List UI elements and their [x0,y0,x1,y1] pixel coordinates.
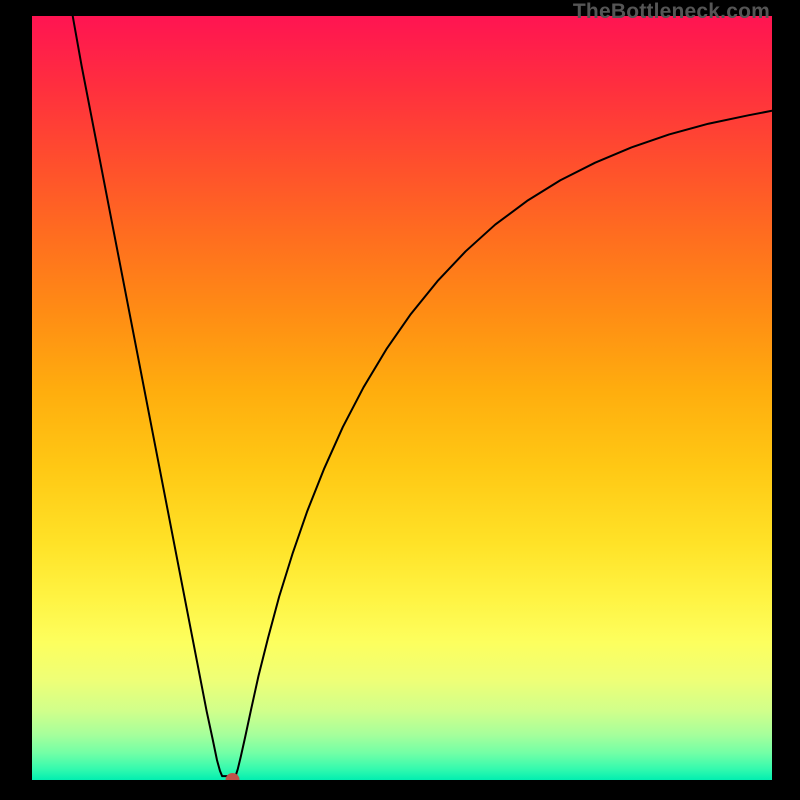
chart-svg [32,16,772,780]
stage: TheBottleneck.com [0,0,800,800]
watermark-text: TheBottleneck.com [573,0,770,24]
gradient-background [32,16,772,780]
plot-area [32,16,772,780]
